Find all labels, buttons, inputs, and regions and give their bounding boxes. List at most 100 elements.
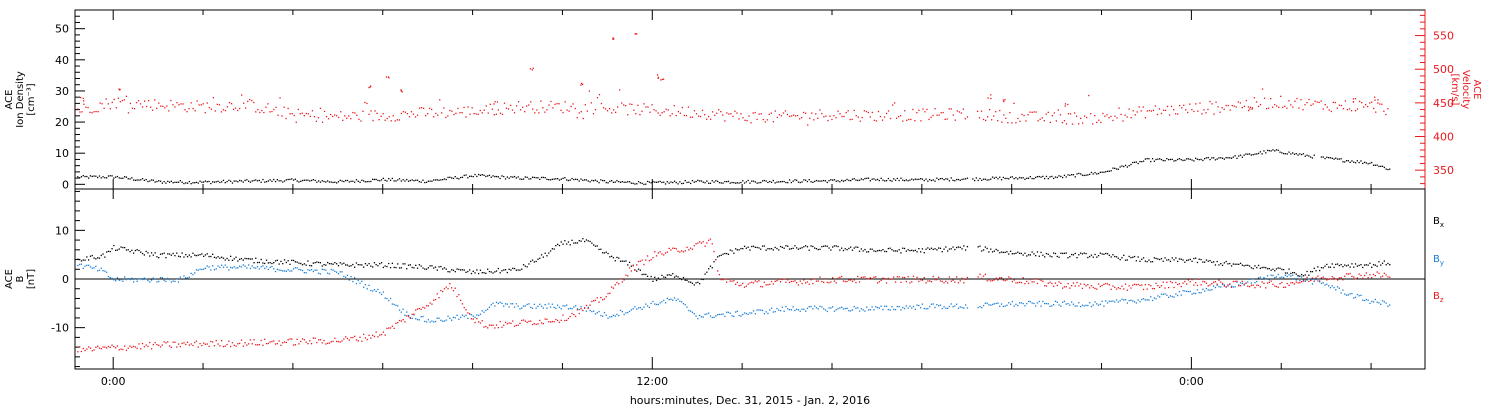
data-point: [1134, 114, 1136, 116]
data-point: [867, 177, 870, 179]
data-point: [1274, 270, 1276, 272]
data-point: [1197, 110, 1199, 112]
data-point: [1013, 102, 1015, 104]
data-point: [1094, 115, 1096, 117]
data-point: [1180, 285, 1182, 288]
data-point: [752, 112, 754, 114]
data-point: [264, 181, 266, 183]
data-point: [388, 77, 390, 79]
data-point: [760, 309, 762, 311]
data-point: [618, 181, 620, 183]
data-point: [526, 105, 528, 107]
data-point: [1348, 108, 1351, 110]
data-point: [1094, 287, 1096, 290]
data-point: [537, 323, 539, 325]
data-point: [1054, 300, 1057, 302]
data-point: [679, 251, 681, 253]
data-point: [316, 341, 318, 344]
data-point: [449, 317, 451, 319]
data-point: [111, 344, 113, 346]
data-point: [885, 250, 888, 253]
data-point: [1173, 160, 1175, 162]
data-point: [1320, 100, 1322, 102]
data-point: [425, 115, 427, 117]
data-point: [1056, 255, 1058, 258]
data-point: [239, 265, 241, 267]
data-point: [445, 319, 447, 321]
data-point: [348, 181, 350, 183]
data-point: [1031, 302, 1033, 304]
data-point: [1387, 262, 1389, 265]
data-point: [682, 251, 685, 253]
data-point: [123, 99, 125, 101]
data-point: [639, 182, 641, 184]
data-point: [1342, 266, 1344, 268]
data-point: [1067, 303, 1069, 305]
data-point: [625, 274, 627, 276]
data-point: [993, 279, 995, 281]
data-point: [422, 107, 425, 109]
data-point: [679, 181, 681, 183]
data-point: [271, 262, 273, 265]
data-point: [966, 307, 969, 309]
data-point: [1238, 284, 1240, 286]
data-point: [485, 325, 487, 328]
right-y-tick-label: 550: [1433, 30, 1454, 43]
data-point: [530, 178, 532, 180]
data-point: [1159, 286, 1161, 288]
data-point: [163, 341, 165, 343]
data-point: [192, 182, 194, 184]
data-point: [1021, 113, 1023, 116]
data-point: [487, 308, 489, 310]
data-point: [965, 304, 967, 306]
data-point: [533, 261, 535, 263]
data-point: [300, 340, 302, 343]
data-point: [111, 248, 113, 250]
data-point: [661, 253, 663, 255]
data-point: [1142, 106, 1144, 108]
data-point: [1141, 284, 1143, 286]
data-point: [896, 305, 898, 308]
data-point: [987, 116, 989, 118]
data-point: [91, 112, 93, 114]
data-point: [1358, 161, 1360, 164]
data-point: [230, 266, 232, 269]
data-point: [801, 247, 803, 249]
data-point: [1087, 256, 1089, 259]
data-point: [1166, 105, 1169, 108]
data-point: [1297, 282, 1299, 284]
data-point: [1173, 259, 1175, 261]
data-point: [301, 264, 304, 266]
data-point: [374, 110, 376, 112]
data-point: [1299, 282, 1301, 284]
data-point: [1182, 159, 1184, 162]
data-point: [271, 180, 273, 182]
data-point: [628, 267, 631, 269]
data-point: [591, 310, 593, 313]
data-point: [862, 276, 864, 278]
data-point: [1372, 301, 1375, 303]
data-point: [702, 316, 704, 318]
data-point: [422, 315, 424, 318]
data-point: [1324, 265, 1326, 267]
data-point: [1245, 264, 1247, 266]
data-point: [497, 109, 499, 111]
data-point: [659, 114, 661, 116]
data-point: [1216, 283, 1218, 285]
legend-entry-x: Bx: [1433, 216, 1444, 229]
data-point: [226, 343, 228, 346]
data-point: [140, 348, 142, 350]
data-point: [803, 111, 805, 114]
data-point: [611, 112, 613, 114]
data-point: [461, 303, 464, 305]
data-point: [930, 247, 933, 249]
data-point: [1256, 280, 1258, 283]
data-point: [478, 173, 480, 176]
data-point: [887, 277, 889, 279]
data-point: [388, 299, 390, 302]
data-point: [628, 310, 631, 312]
data-point: [379, 263, 381, 265]
data-point: [93, 111, 95, 113]
data-point: [808, 179, 810, 181]
data-point: [210, 255, 212, 258]
